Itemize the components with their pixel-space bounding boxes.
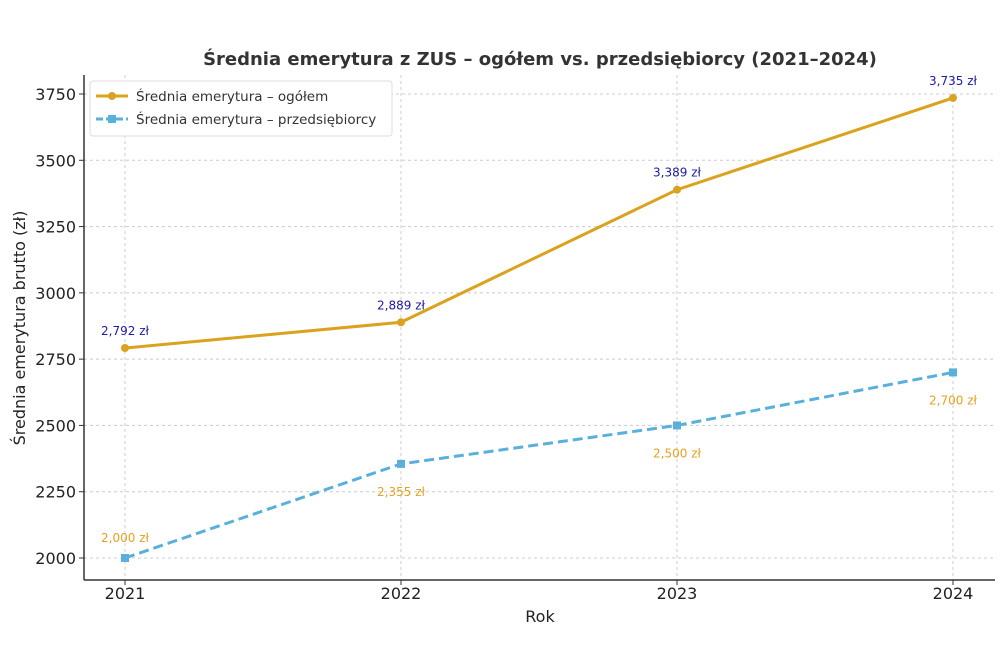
data-point bbox=[397, 318, 405, 327]
data-label: 2,355 zł bbox=[377, 485, 425, 499]
data-label: 2,792 zł bbox=[101, 324, 149, 338]
legend-box bbox=[89, 80, 393, 137]
grid bbox=[84, 75, 995, 580]
y-tick-label: 2250 bbox=[35, 483, 76, 502]
data-point bbox=[949, 93, 957, 102]
data-point bbox=[397, 459, 405, 468]
data-point bbox=[121, 344, 129, 353]
data-label: 2,500 zł bbox=[653, 446, 701, 460]
y-tick-label: 3250 bbox=[35, 218, 76, 237]
legend-marker-przedsiebiorcy bbox=[108, 115, 116, 123]
data-point bbox=[121, 554, 129, 562]
y-tick-label: 3500 bbox=[35, 151, 76, 170]
series-line-ogolem bbox=[124, 96, 954, 350]
chart-title: Średnia emerytura z ZUS – ogółem vs. prz… bbox=[203, 48, 877, 70]
y-tick-label: 2500 bbox=[35, 416, 76, 435]
data-label: 2,000 zł bbox=[101, 531, 149, 545]
x-tick-label: 2024 bbox=[933, 584, 974, 603]
data-point bbox=[673, 421, 681, 430]
data-label: 3,735 zł bbox=[929, 74, 977, 88]
data-point bbox=[673, 185, 681, 194]
legend: Średnia emerytura – ogółem Średnia emery… bbox=[89, 80, 393, 137]
y-tick-label: 3750 bbox=[35, 85, 76, 104]
data-label: 2,889 zł bbox=[377, 298, 425, 312]
x-axis-label: Rok bbox=[525, 607, 555, 626]
legend-label-przedsiebiorcy: Średnia emerytura – przedsiębiorcy bbox=[136, 110, 376, 128]
data-label: 3,389 zł bbox=[653, 166, 701, 180]
y-tick-label: 2750 bbox=[35, 350, 76, 369]
x-tick-label: 2021 bbox=[105, 584, 146, 603]
y-tick-label: 2000 bbox=[35, 549, 76, 568]
series: 2,792 zł 2,889 zł 3,389 zł 3,735 zł 2,000 zł… bbox=[101, 74, 978, 562]
data-point bbox=[949, 368, 957, 377]
axes: 2000 2250 2500 2750 3000 3250 3500 3750 2021 2022… bbox=[35, 75, 995, 603]
y-tick-label: 3000 bbox=[35, 284, 76, 303]
x-tick-label: 2023 bbox=[657, 584, 698, 603]
series-line-przedsiebiorcy bbox=[124, 370, 954, 560]
x-tick-label: 2022 bbox=[381, 584, 422, 603]
legend-label-ogolem: Średnia emerytura – ogółem bbox=[136, 87, 328, 105]
legend-marker-ogolem bbox=[108, 92, 116, 100]
data-label: 2,700 zł bbox=[929, 393, 977, 407]
y-axis-label: Średnia emerytura brutto (zł) bbox=[10, 211, 29, 446]
